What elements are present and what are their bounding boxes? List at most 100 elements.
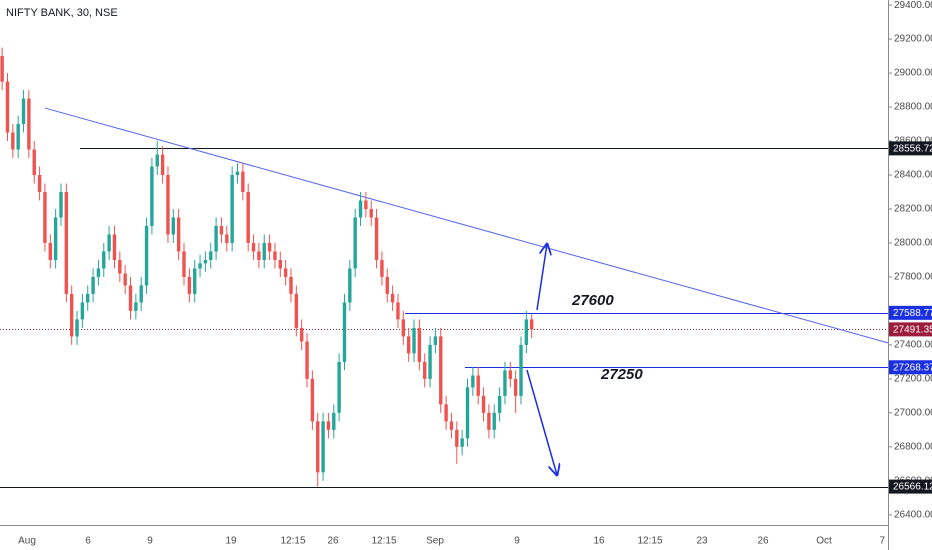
candle-body bbox=[160, 154, 165, 175]
candle-body bbox=[91, 276, 95, 294]
candle-body bbox=[433, 336, 438, 345]
candle-body bbox=[262, 242, 266, 260]
y-tick-label: 28000.00 bbox=[894, 238, 932, 249]
candle-body bbox=[374, 217, 379, 260]
candle-body bbox=[294, 293, 299, 328]
candle-body bbox=[283, 268, 288, 277]
candle-body bbox=[492, 412, 496, 430]
candle-body bbox=[107, 234, 111, 252]
candle-body bbox=[401, 319, 406, 337]
y-tick-label: 27200.00 bbox=[894, 374, 932, 385]
price-tag bbox=[889, 360, 932, 375]
candle-body bbox=[321, 421, 325, 473]
candle-body bbox=[273, 251, 277, 260]
chart-title: NIFTY BANK, 30, NSE bbox=[6, 7, 118, 19]
candle-body bbox=[465, 387, 470, 439]
y-tick-label: 27400.00 bbox=[894, 340, 932, 351]
candle-body bbox=[332, 412, 336, 430]
x-tick-label: 9 bbox=[147, 536, 153, 547]
candle-body bbox=[471, 375, 475, 388]
candle-body bbox=[289, 276, 293, 294]
candle-body bbox=[241, 171, 245, 192]
price-tag bbox=[889, 305, 932, 320]
x-tick-label: 12:15 bbox=[371, 536, 396, 547]
candle-body bbox=[497, 395, 502, 413]
candle-body bbox=[80, 302, 85, 320]
candle-body bbox=[316, 421, 320, 473]
y-tick-label: 26400.00 bbox=[894, 509, 932, 520]
candle-body bbox=[48, 242, 52, 260]
candle-body bbox=[150, 166, 154, 226]
trendline bbox=[44, 107, 889, 344]
annotation: 27250 bbox=[600, 366, 643, 383]
price-tag-label: 26566.12 bbox=[893, 482, 932, 493]
x-tick-label: 6 bbox=[85, 536, 91, 547]
x-tick-label: 23 bbox=[696, 536, 708, 547]
y-tick-label: 28400.00 bbox=[894, 170, 932, 181]
candle-body bbox=[230, 175, 234, 243]
candle-body bbox=[385, 276, 389, 294]
x-tick-label: 12:15 bbox=[280, 536, 305, 547]
arrow-down bbox=[526, 369, 557, 475]
price-tag bbox=[889, 322, 932, 337]
candle-body bbox=[176, 217, 181, 252]
candle-body bbox=[37, 175, 42, 192]
candle-body bbox=[139, 285, 143, 303]
candle-body bbox=[412, 327, 416, 354]
price-tag-label: 27268.37 bbox=[893, 362, 932, 373]
y-tick-label: 27000.00 bbox=[894, 408, 932, 419]
x-tick-label: 12:15 bbox=[637, 536, 662, 547]
candle-body bbox=[455, 429, 459, 447]
candle-body bbox=[43, 191, 47, 243]
candle-body bbox=[155, 154, 159, 167]
x-tick-label: Oct bbox=[816, 536, 832, 547]
candle-body bbox=[513, 378, 518, 396]
candle-body bbox=[348, 268, 352, 303]
x-tick-label: 19 bbox=[225, 536, 237, 547]
candle-body bbox=[96, 268, 101, 277]
candle-body bbox=[16, 124, 20, 150]
candle-body bbox=[123, 273, 127, 286]
candle-body bbox=[64, 191, 69, 294]
candle-body bbox=[134, 302, 138, 311]
candle-body bbox=[423, 361, 427, 379]
x-tick-label: Sep bbox=[426, 536, 444, 547]
candle-body bbox=[481, 395, 486, 413]
candle-body bbox=[182, 251, 186, 277]
x-tick-label: 26 bbox=[757, 536, 769, 547]
y-tick-label: 26800.00 bbox=[894, 441, 932, 452]
candle-body bbox=[305, 341, 309, 379]
candle-body bbox=[193, 268, 197, 294]
candle-body bbox=[519, 344, 523, 396]
candle-body bbox=[203, 259, 208, 264]
candle-body bbox=[406, 336, 411, 354]
candle-body bbox=[209, 251, 213, 260]
candle-body bbox=[102, 251, 106, 269]
price-tag-label: 27588.77 bbox=[893, 308, 932, 319]
candle-body bbox=[5, 81, 10, 133]
candle-body bbox=[342, 302, 347, 362]
candle-body bbox=[390, 293, 395, 303]
x-tick-label: 7 bbox=[879, 536, 885, 547]
candle-body bbox=[380, 259, 384, 277]
candle-body bbox=[171, 217, 176, 235]
candle-body bbox=[32, 149, 36, 175]
price-tag-label: 27491.35 bbox=[893, 325, 932, 336]
candle-body bbox=[299, 327, 304, 342]
candle-body bbox=[396, 302, 400, 320]
plot bbox=[0, 47, 889, 488]
candle-body bbox=[187, 276, 192, 294]
candle-body bbox=[428, 344, 432, 379]
candle-body bbox=[353, 217, 357, 269]
candle-body bbox=[278, 259, 282, 269]
candle-body bbox=[0, 56, 4, 82]
candle-body bbox=[444, 404, 448, 422]
candle-body bbox=[449, 421, 454, 430]
candle-body bbox=[21, 98, 26, 125]
candle-body bbox=[251, 242, 256, 252]
candle-body bbox=[487, 412, 491, 430]
y-tick-label: 29200.00 bbox=[894, 34, 932, 45]
candle-body bbox=[476, 375, 480, 396]
candle-body bbox=[59, 191, 63, 218]
